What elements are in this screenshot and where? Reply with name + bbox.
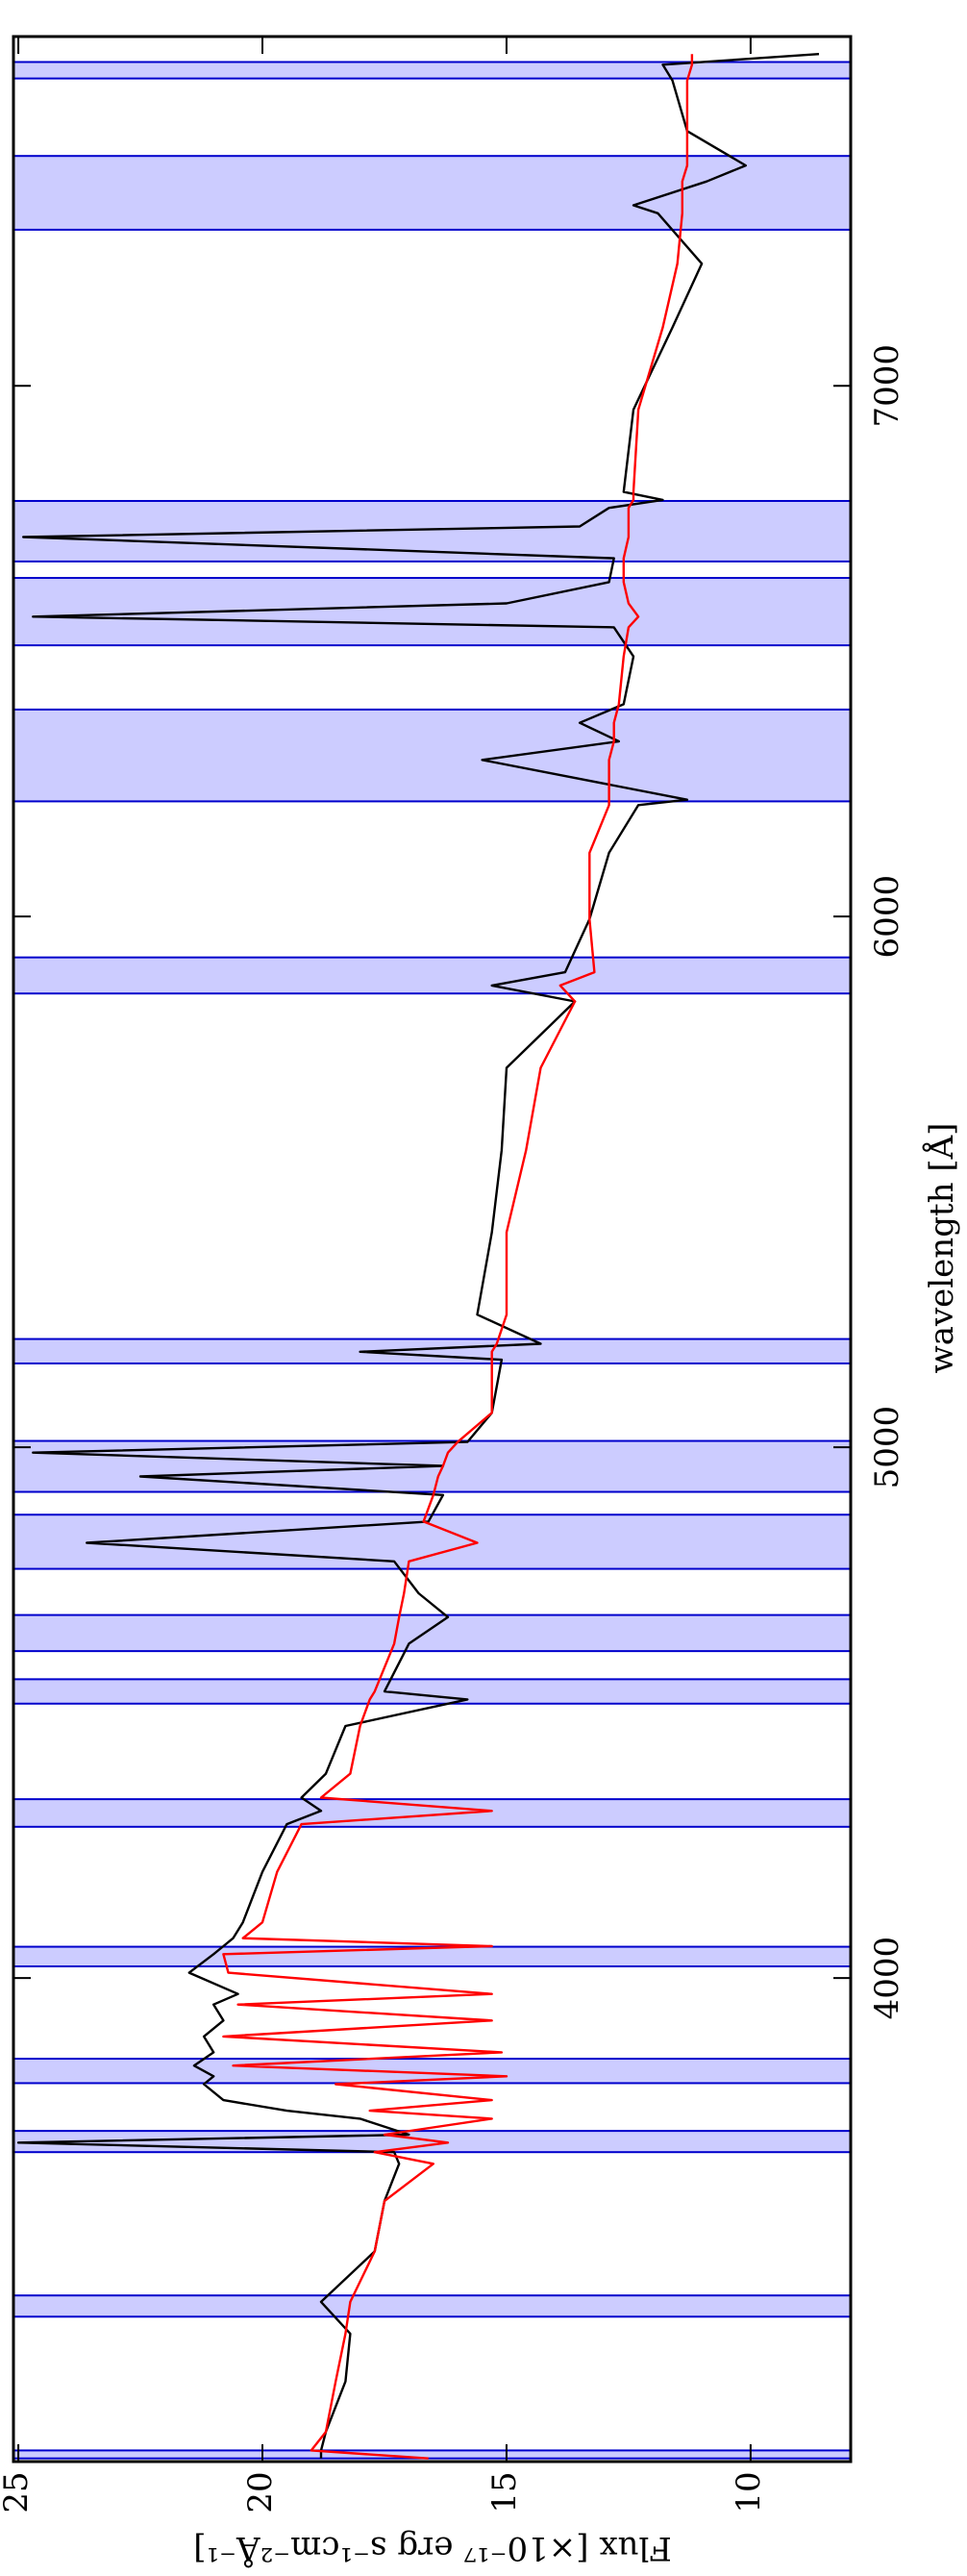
shaded-region xyxy=(12,1338,852,1364)
y-tick-label: 20 xyxy=(241,2471,280,2513)
spectrum-line xyxy=(222,54,694,2460)
shaded-region xyxy=(12,1513,852,1570)
y-tick-label: 15 xyxy=(485,2471,524,2513)
shaded-region xyxy=(12,1945,852,1968)
shaded-regions xyxy=(12,61,852,2460)
shaded-region xyxy=(12,2449,852,2460)
shaded-region xyxy=(12,1798,852,1828)
x-tick-label: 5000 xyxy=(868,1406,906,1489)
y-tick-label: 25 xyxy=(0,2471,36,2513)
spectrum-line xyxy=(16,53,820,2459)
shaded-region xyxy=(12,956,852,995)
x-axis-label: wavelength [Å] xyxy=(922,1123,961,1374)
spectra xyxy=(16,53,820,2460)
x-tick-label: 6000 xyxy=(868,875,906,959)
plot-frame xyxy=(12,35,853,2463)
shaded-region xyxy=(12,61,852,80)
shaded-region xyxy=(12,1613,852,1653)
shaded-region xyxy=(12,2294,852,2318)
y-axis-label: Flux [×10⁻¹⁷ erg s⁻¹cm⁻²Å⁻¹] xyxy=(193,2529,672,2568)
x-tick-label: 4000 xyxy=(868,1937,906,2020)
shaded-region xyxy=(12,577,852,647)
shaded-region xyxy=(12,708,852,803)
axes: 4000 5000 6000 7000 10 15 20 25 xyxy=(0,37,906,2513)
shaded-region xyxy=(12,1678,852,1705)
y-tick-label: 10 xyxy=(730,2471,768,2513)
x-tick-label: 7000 xyxy=(868,344,906,428)
shaded-region xyxy=(12,155,852,231)
